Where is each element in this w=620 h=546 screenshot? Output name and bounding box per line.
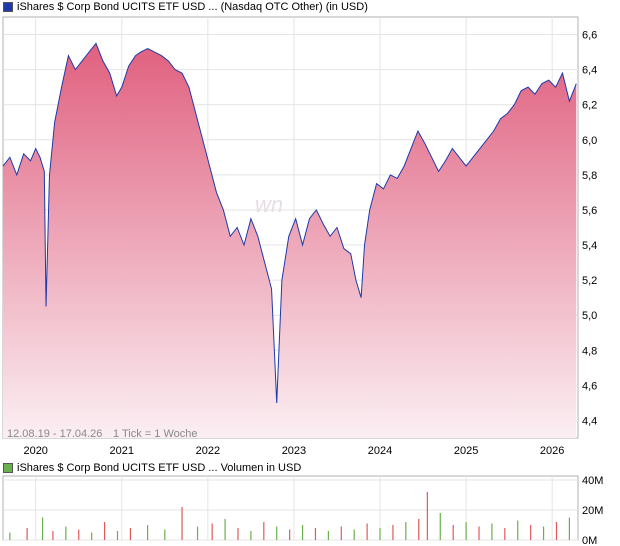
volume-bar: [147, 525, 149, 540]
price-x-tick-label: 2020: [23, 445, 47, 457]
price-y-tick-label: 6,2: [582, 100, 597, 112]
volume-bar: [65, 526, 67, 540]
volume-bar: [250, 531, 252, 540]
volume-bar: [9, 532, 11, 540]
volume-bar: [418, 519, 420, 540]
volume-plot-frame: [2, 475, 579, 541]
price-y-tick-label: 5,2: [582, 275, 597, 287]
volume-bar: [555, 522, 558, 540]
price-legend: iShares $ Corp Bond UCITS ETF USD ... (N…: [3, 0, 368, 14]
price-y-tick-label: 4,8: [582, 345, 597, 357]
volume-bar: [353, 529, 355, 540]
volume-bar: [379, 528, 381, 540]
volume-y-tick-label: 0M: [582, 535, 597, 546]
volume-bar: [392, 525, 394, 540]
price-area: [3, 43, 577, 438]
volume-bar: [478, 526, 480, 540]
volume-bar: [314, 528, 317, 540]
volume-legend: iShares $ Corp Bond UCITS ETF USD ... Vo…: [3, 461, 301, 475]
price-y-tick-label: 5,6: [582, 205, 597, 217]
volume-bar: [452, 525, 454, 540]
watermark-logo: wn: [255, 192, 283, 217]
price-y-tick-label: 5,8: [582, 170, 597, 182]
volume-legend-swatch: [3, 463, 13, 473]
price-x-tick-label: 2024: [368, 445, 392, 457]
price-y-tick-label: 6,4: [582, 65, 597, 77]
price-y-tick-label: 6,0: [582, 135, 597, 147]
price-x-tick-label: 2021: [110, 445, 134, 457]
price-x-tick-label: 2023: [282, 445, 306, 457]
price-x-tick-label: 2026: [540, 445, 564, 457]
volume-bar: [491, 523, 493, 540]
volume-bar: [237, 528, 239, 540]
volume-bar: [91, 532, 93, 540]
volume-bar: [530, 525, 532, 540]
tick-interval-label: 1 Tick = 1 Woche: [113, 428, 197, 440]
volume-bar: [129, 528, 131, 540]
volume-y-tick-label: 20M: [582, 505, 603, 517]
price-x-axis: 2020 2021 2022 2023 2024 2025 2026: [23, 445, 564, 457]
volume-grid: [3, 476, 578, 541]
volume-bar: [405, 522, 407, 540]
volume-bar: [164, 529, 166, 540]
volume-bar: [542, 526, 545, 540]
price-y-tick-label: 4,4: [582, 415, 597, 427]
volume-bar: [340, 526, 342, 540]
volume-bar: [78, 529, 80, 540]
volume-bar: [439, 513, 441, 540]
volume-legend-label: iShares $ Corp Bond UCITS ETF USD ... Vo…: [17, 462, 302, 474]
volume-bar: [504, 528, 506, 540]
price-x-tick-label: 2025: [454, 445, 478, 457]
volume-bar: [41, 517, 44, 540]
price-line: [2, 42, 577, 403]
volume-y-axis: 40M 20M 0M: [582, 475, 603, 546]
volume-bar: [263, 522, 265, 540]
volume-bars: [9, 492, 570, 540]
volume-bar: [26, 528, 28, 540]
volume-y-tick-label: 40M: [582, 475, 603, 487]
volume-bar: [301, 525, 304, 540]
volume-bar: [366, 523, 368, 540]
volume-bar: [52, 531, 54, 540]
volume-bar: [103, 522, 106, 540]
volume-bar: [181, 507, 183, 540]
volume-bar: [426, 492, 428, 540]
price-legend-swatch: [3, 2, 13, 12]
volume-bar: [568, 517, 570, 540]
price-x-tick-label: 2022: [196, 445, 220, 457]
volume-bar: [517, 520, 519, 540]
volume-bar: [224, 519, 226, 540]
volume-bar: [196, 526, 199, 540]
volume-bar: [211, 523, 213, 540]
price-legend-label: iShares $ Corp Bond UCITS ETF USD ... (N…: [17, 1, 368, 13]
volume-bar: [276, 526, 278, 540]
price-y-axis: 6,6 6,4 6,2 6,0 5,8 5,6 5,4 5,2 5,0 4,8 4,6 4,4: [582, 30, 597, 428]
volume-bar: [289, 529, 291, 540]
volume-bar: [465, 522, 467, 540]
date-range-label: 12.08.19 - 17.04.26: [7, 428, 102, 440]
volume-bar: [116, 531, 119, 540]
price-y-tick-label: 4,6: [582, 380, 597, 392]
price-y-tick-label: 5,4: [582, 240, 597, 252]
price-y-tick-label: 6,6: [582, 30, 597, 42]
price-y-tick-label: 5,0: [582, 310, 597, 322]
volume-bar: [327, 531, 329, 540]
